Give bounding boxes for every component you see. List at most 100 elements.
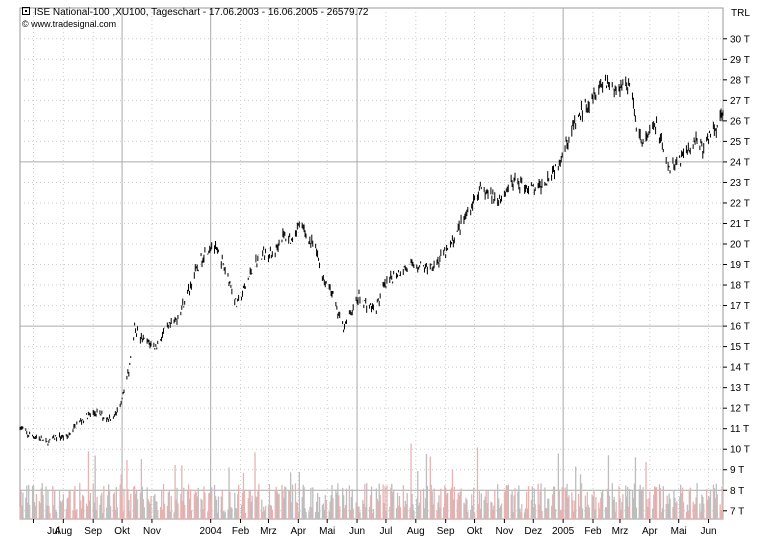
volume-bar xyxy=(561,487,563,519)
volume-bar xyxy=(446,494,448,519)
volume-bar xyxy=(626,496,628,519)
volume-bar xyxy=(229,491,231,519)
volume-bar xyxy=(559,510,561,519)
volume-bar xyxy=(309,506,311,519)
volume-bar xyxy=(608,495,611,519)
volume-bar xyxy=(294,483,297,519)
volume-bar xyxy=(102,512,104,519)
volume-bar xyxy=(135,490,138,519)
volume-bar xyxy=(465,497,467,519)
volume-bar xyxy=(262,511,264,519)
volume-bar xyxy=(385,510,387,519)
volume-bar xyxy=(285,487,287,519)
volume-bar xyxy=(487,490,489,519)
x-tick-label: Mai xyxy=(319,526,335,537)
volume-bar xyxy=(706,489,708,519)
volume-bar xyxy=(593,491,595,519)
volume-bar xyxy=(210,500,212,519)
volume-bar xyxy=(325,499,327,519)
volume-bar xyxy=(283,497,285,519)
volume-bar xyxy=(101,492,103,519)
price-layer xyxy=(19,74,724,446)
volume-bar xyxy=(431,491,433,519)
volume-bar xyxy=(249,490,251,519)
volume-bar xyxy=(574,500,576,519)
volume-bar xyxy=(719,504,721,519)
y-tick-label: 14 T xyxy=(730,363,750,374)
volume-bar xyxy=(567,497,569,519)
volume-bar xyxy=(264,505,267,519)
volume-bar xyxy=(443,507,445,519)
volume-bar xyxy=(66,498,68,519)
volume-bar xyxy=(290,472,292,519)
volume-bar xyxy=(615,502,617,519)
volume-bar xyxy=(99,504,101,519)
volume-bar xyxy=(107,495,109,519)
volume-bar xyxy=(532,507,534,519)
volume-bar xyxy=(169,511,171,519)
volume-bar xyxy=(122,511,124,519)
volume-bar xyxy=(521,504,523,519)
volume-bar xyxy=(675,502,677,519)
volume-bar xyxy=(662,486,664,519)
volume-bar xyxy=(310,487,312,519)
volume-bar xyxy=(202,509,204,519)
volume-bar xyxy=(581,508,584,519)
volume-bar xyxy=(28,484,30,519)
volume-bar xyxy=(595,497,597,519)
volume-bar xyxy=(343,508,346,519)
volume-bar xyxy=(404,500,406,519)
y-tick-label: 29 T xyxy=(730,55,750,66)
volume-bar xyxy=(248,489,250,519)
volume-bar xyxy=(621,501,623,519)
volume-bar xyxy=(323,509,326,519)
volume-bar xyxy=(322,503,325,519)
volume-bar xyxy=(492,509,494,519)
volume-bar xyxy=(571,492,573,519)
volume-bar xyxy=(364,484,366,519)
volume-bar xyxy=(80,500,82,519)
volume-bar xyxy=(439,507,441,519)
volume-bar xyxy=(95,509,97,519)
volume-bar xyxy=(188,498,191,519)
volume-bar xyxy=(200,498,202,519)
volume-bar xyxy=(42,495,44,519)
volume-bar xyxy=(49,512,51,519)
volume-bar xyxy=(635,507,638,519)
volume-bar xyxy=(168,490,170,519)
volume-bar xyxy=(356,494,358,519)
x-tick-label: Sep xyxy=(84,526,102,537)
volume-bar xyxy=(357,506,359,519)
volume-bar xyxy=(463,502,465,519)
volume-bar xyxy=(257,491,259,519)
volume-bar xyxy=(627,487,629,519)
volume-bar xyxy=(247,498,249,519)
volume-bar xyxy=(566,483,568,519)
volume-bar xyxy=(511,491,513,519)
volume-bar xyxy=(281,484,283,519)
volume-bar xyxy=(316,493,319,519)
volume-bar xyxy=(628,506,630,519)
volume-bar xyxy=(716,494,718,519)
volume-bar xyxy=(411,493,413,519)
volume-bar xyxy=(121,496,123,519)
volume-bar xyxy=(715,483,717,519)
volume-bar xyxy=(261,499,263,519)
volume-bar xyxy=(410,443,412,519)
volume-bar xyxy=(189,489,192,519)
volume-bar xyxy=(460,488,462,519)
volume-bar xyxy=(504,489,507,519)
volume-bar xyxy=(335,489,337,519)
volume-bar xyxy=(577,493,580,519)
y-tick-label: 10 T xyxy=(730,445,750,456)
volume-bar xyxy=(220,496,222,519)
volume-bar xyxy=(366,483,368,519)
volume-bar xyxy=(632,498,635,519)
volume-bar xyxy=(223,512,225,519)
volume-bar xyxy=(35,493,38,519)
volume-bar xyxy=(378,483,380,519)
volume-bar xyxy=(517,491,519,519)
volume-bar xyxy=(432,504,434,519)
volume-bar xyxy=(180,493,182,519)
volume-bar xyxy=(73,491,75,519)
